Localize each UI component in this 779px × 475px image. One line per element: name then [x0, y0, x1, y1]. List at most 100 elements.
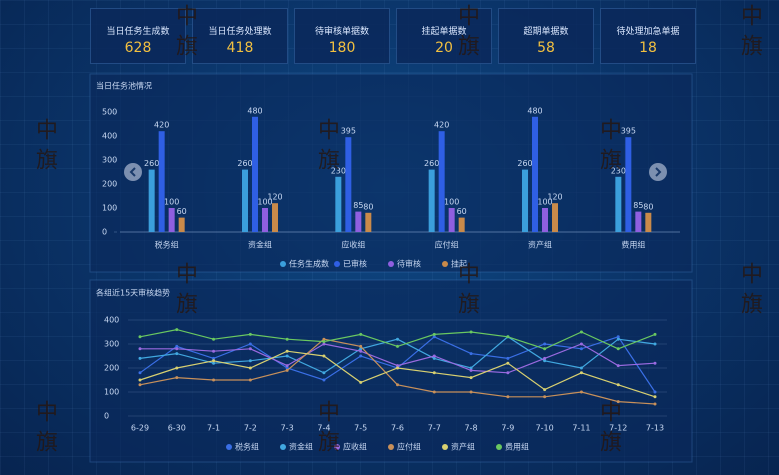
- x-tick-label: 7-12: [609, 424, 627, 433]
- point: [285, 364, 289, 368]
- data-label: 120: [547, 193, 562, 202]
- data-label: 100: [537, 198, 552, 207]
- point: [469, 330, 473, 334]
- kpi-label: 超期单据数: [523, 27, 569, 37]
- x-tick-label: 7-10: [536, 424, 554, 433]
- point: [248, 366, 252, 370]
- data-label: 395: [341, 127, 356, 136]
- data-label: 260: [144, 159, 159, 168]
- point: [543, 347, 547, 351]
- bar: [522, 169, 528, 232]
- point: [322, 378, 326, 382]
- x-tick-label: 7-8: [465, 424, 478, 433]
- point: [248, 378, 252, 382]
- legend-swatch: [388, 261, 394, 267]
- bar: [542, 208, 548, 232]
- data-label: 80: [363, 202, 373, 211]
- prev-button[interactable]: [124, 163, 142, 181]
- point: [616, 335, 620, 339]
- watermark: 中旗: [172, 262, 197, 322]
- point: [579, 390, 583, 394]
- point: [432, 371, 436, 375]
- kpi-card: 待审核单据数 180: [294, 8, 390, 64]
- panel: [89, 73, 693, 273]
- point: [248, 359, 252, 363]
- y-tick-label: 0: [102, 228, 107, 237]
- x-tick-label: 应收组: [341, 240, 365, 250]
- watermark: 中旗: [737, 4, 762, 64]
- point: [653, 342, 657, 346]
- y-tick-label: 300: [104, 340, 119, 349]
- legend-label: 挂起: [451, 259, 467, 269]
- watermark: 中旗: [32, 400, 57, 460]
- point: [543, 395, 547, 399]
- bar: [645, 212, 652, 232]
- y-tick-label: 200: [102, 180, 117, 189]
- point: [396, 383, 399, 387]
- kpi-value: 418: [226, 40, 254, 56]
- point: [653, 395, 657, 399]
- point: [469, 352, 473, 356]
- x-tick-label: 7-11: [572, 424, 590, 433]
- point: [653, 332, 657, 336]
- legend-label: 费用组: [505, 442, 529, 452]
- y-tick-label: 400: [104, 316, 119, 325]
- data-label: 85: [353, 201, 363, 210]
- kpi-label: 当日任务生成数: [106, 27, 170, 37]
- point: [432, 356, 436, 360]
- point: [322, 371, 326, 375]
- bar: [458, 217, 465, 232]
- x-tick-label: 应付组: [435, 240, 459, 250]
- y-tick-label: 100: [102, 204, 117, 213]
- point: [506, 335, 510, 339]
- point: [396, 366, 399, 370]
- point: [579, 371, 583, 375]
- kpi-label: 待处理加急单据: [616, 27, 680, 37]
- legend-swatch: [280, 444, 286, 450]
- point: [285, 366, 289, 370]
- legend-label: 待审核: [397, 259, 421, 269]
- data-label: 230: [331, 166, 346, 175]
- bar: [335, 176, 342, 232]
- data-label: 100: [444, 198, 459, 207]
- bar: [355, 211, 362, 232]
- point: [322, 337, 326, 341]
- watermark: 中旗: [172, 4, 197, 64]
- data-label: 85: [633, 201, 643, 210]
- point: [212, 356, 216, 360]
- legend-swatch: [334, 444, 340, 450]
- point: [506, 356, 510, 360]
- x-tick-label: 7-4: [317, 424, 330, 433]
- point: [175, 347, 179, 351]
- kpi-value: 180: [328, 40, 356, 56]
- point: [579, 342, 583, 346]
- bar: [158, 131, 165, 232]
- bar: [168, 208, 175, 232]
- point: [396, 337, 399, 341]
- x-tick-label: 7-6: [391, 424, 404, 433]
- bar: [625, 137, 632, 232]
- kpi-label: 挂起单据数: [421, 27, 467, 37]
- kpi-card: 超期单据数 58: [498, 8, 594, 64]
- point: [285, 349, 289, 353]
- point: [285, 337, 289, 341]
- point: [138, 335, 142, 339]
- kpi-card: 当日任务处理数 418: [192, 8, 288, 64]
- next-button[interactable]: [649, 163, 667, 181]
- point: [212, 337, 216, 341]
- bar: [148, 169, 155, 232]
- point: [396, 364, 399, 368]
- legend-swatch: [442, 444, 448, 450]
- x-tick-label: 资金组: [248, 240, 272, 250]
- kpi-value: 20: [435, 40, 453, 56]
- watermark: 中旗: [454, 262, 479, 322]
- watermark: 中旗: [314, 400, 339, 460]
- x-tick-label: 6-29: [131, 424, 149, 433]
- data-label: 480: [247, 106, 262, 115]
- data-label: 100: [164, 198, 179, 207]
- data-label: 260: [237, 159, 252, 168]
- point: [616, 337, 620, 341]
- bar: [262, 208, 268, 232]
- data-label: 80: [643, 202, 653, 211]
- x-tick-label: 7-5: [354, 424, 367, 433]
